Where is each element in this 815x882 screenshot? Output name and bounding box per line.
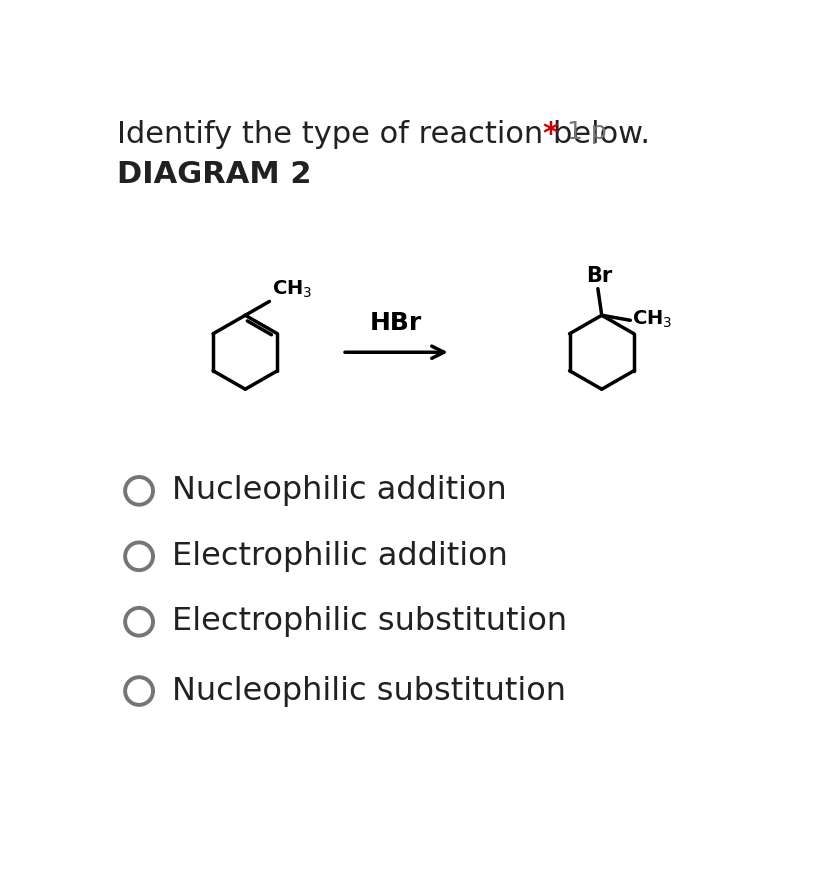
Text: Identify the type of reaction below.: Identify the type of reaction below.	[117, 120, 650, 149]
Text: Br: Br	[586, 266, 613, 287]
Text: Electrophilic addition: Electrophilic addition	[172, 541, 508, 572]
Text: DIAGRAM 2: DIAGRAM 2	[117, 160, 312, 189]
Text: HBr: HBr	[370, 311, 422, 335]
Text: CH$_3$: CH$_3$	[632, 309, 672, 330]
Text: Nucleophilic substitution: Nucleophilic substitution	[172, 676, 566, 706]
Text: 1 p: 1 p	[567, 120, 606, 144]
Text: Electrophilic substitution: Electrophilic substitution	[172, 606, 566, 637]
Text: Nucleophilic addition: Nucleophilic addition	[172, 475, 506, 506]
Text: CH$_3$: CH$_3$	[271, 279, 312, 300]
Text: *: *	[542, 120, 558, 149]
